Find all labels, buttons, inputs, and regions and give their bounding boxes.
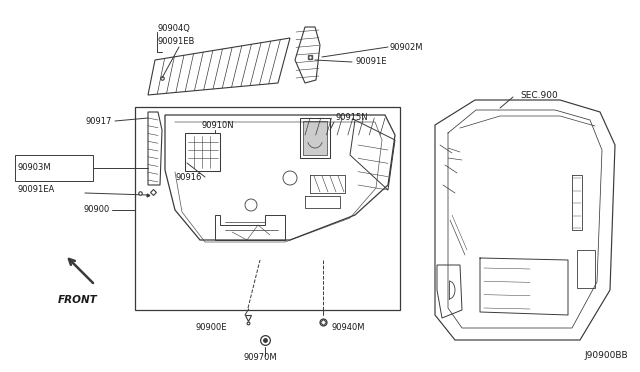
Text: 90900E: 90900E xyxy=(195,324,227,333)
Text: SEC.900: SEC.900 xyxy=(520,90,557,99)
Text: 90904Q: 90904Q xyxy=(157,23,190,32)
Text: 90940M: 90940M xyxy=(332,324,365,333)
Text: 90970M: 90970M xyxy=(243,353,276,362)
Text: 90910N: 90910N xyxy=(202,122,235,131)
Text: 90091EB: 90091EB xyxy=(157,38,195,46)
Text: 90903M: 90903M xyxy=(17,164,51,173)
Bar xyxy=(303,121,327,155)
Text: 90917: 90917 xyxy=(86,116,112,125)
Text: J90900BB: J90900BB xyxy=(584,351,628,360)
Text: 90091E: 90091E xyxy=(355,58,387,67)
Bar xyxy=(15,155,93,181)
Text: 90916: 90916 xyxy=(175,173,202,182)
Bar xyxy=(577,250,595,288)
Text: 90902M: 90902M xyxy=(390,42,424,51)
Text: FRONT: FRONT xyxy=(58,295,98,305)
Bar xyxy=(135,107,400,310)
Text: 90091EA: 90091EA xyxy=(17,186,54,195)
Bar xyxy=(185,133,220,171)
Text: 90900: 90900 xyxy=(84,205,110,215)
Text: 90915N: 90915N xyxy=(335,113,367,122)
Bar xyxy=(300,118,330,158)
